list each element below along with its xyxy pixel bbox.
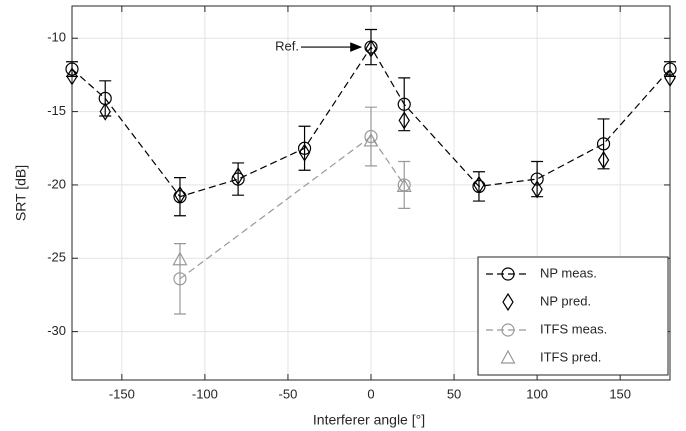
y-tick-label: -25	[47, 250, 66, 265]
legend-label: NP pred.	[540, 293, 591, 308]
y-axis-label: SRT [dB]	[13, 165, 29, 221]
marker	[172, 251, 188, 266]
legend-marker	[500, 349, 516, 364]
legend-label: ITFS pred.	[540, 349, 601, 364]
error-bar	[365, 106, 377, 167]
marker	[365, 39, 377, 58]
marker	[66, 67, 78, 86]
marker	[65, 62, 79, 76]
y-tick-label: -20	[47, 176, 66, 191]
error-bar	[298, 125, 311, 171]
marker	[99, 102, 111, 121]
marker	[596, 137, 611, 151]
marker	[398, 111, 410, 130]
x-tick-label: 100	[526, 386, 548, 401]
x-tick-label: 50	[447, 386, 461, 401]
marker	[597, 150, 610, 170]
marker	[297, 141, 312, 155]
marker	[232, 167, 244, 186]
marker	[663, 62, 677, 76]
marker	[397, 97, 411, 111]
legend-label: NP meas.	[540, 265, 597, 280]
marker	[530, 172, 544, 186]
marker	[298, 143, 311, 162]
marker	[664, 68, 676, 87]
error-bar	[398, 77, 411, 132]
x-tick-label: -100	[192, 386, 218, 401]
marker	[473, 175, 485, 195]
x-tick-label: 150	[609, 386, 631, 401]
marker	[173, 272, 187, 286]
legend-marker	[501, 267, 515, 281]
series-line	[179, 135, 405, 280]
error-bar	[398, 160, 411, 209]
marker	[364, 129, 378, 144]
error-bar	[365, 28, 377, 66]
marker	[174, 186, 186, 205]
y-tick-label: -10	[47, 30, 66, 45]
x-tick-label: -50	[279, 386, 298, 401]
legend-marker	[501, 323, 515, 337]
legend-label: ITFS meas.	[540, 321, 607, 336]
legend-marker	[502, 292, 514, 312]
error-bar	[99, 80, 112, 117]
annotation: Ref.	[275, 39, 299, 54]
x-tick-label: -150	[109, 386, 135, 401]
x-axis-label: Interferer angle [°]	[313, 412, 425, 428]
x-tick-label: 0	[367, 386, 374, 401]
plot-frame	[71, 5, 671, 381]
y-tick-label: -15	[47, 103, 66, 118]
error-bar	[173, 177, 186, 217]
marker	[531, 180, 543, 199]
marker	[363, 132, 379, 147]
y-tick-label: -30	[47, 323, 66, 338]
error-bar	[173, 243, 186, 315]
marker	[396, 178, 412, 192]
